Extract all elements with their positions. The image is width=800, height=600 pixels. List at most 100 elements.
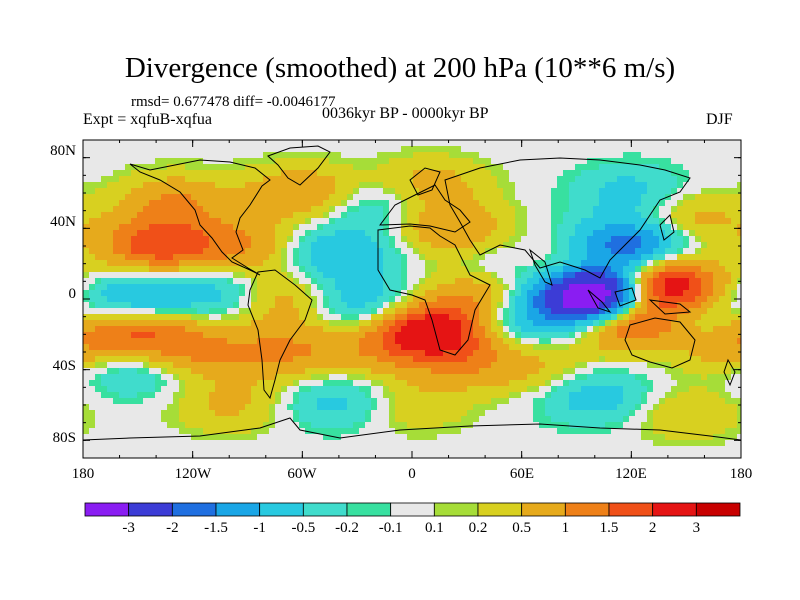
field-cell [383, 140, 390, 147]
field-cell [665, 152, 672, 159]
field-cell [365, 176, 372, 183]
field-cell [377, 236, 384, 243]
field-cell [641, 368, 648, 375]
field-cell [425, 152, 432, 159]
field-cell [143, 272, 150, 279]
field-cell [185, 152, 192, 159]
field-cell [365, 374, 372, 381]
field-cell [347, 308, 354, 315]
field-cell [485, 206, 492, 213]
field-cell [185, 320, 192, 327]
field-cell [407, 380, 414, 387]
field-cell [137, 188, 144, 195]
field-cell [263, 332, 270, 339]
field-cell [365, 266, 372, 273]
field-cell [311, 176, 318, 183]
field-cell [425, 140, 432, 147]
field-cell [227, 362, 234, 369]
field-cell [527, 368, 534, 375]
field-cell [179, 338, 186, 345]
field-cell [605, 200, 612, 207]
field-cell [89, 272, 96, 279]
field-cell [149, 146, 156, 153]
field-cell [671, 338, 678, 345]
field-cell [287, 374, 294, 381]
field-cell [383, 308, 390, 315]
field-cell [203, 386, 210, 393]
field-cell [203, 332, 210, 339]
field-cell [311, 140, 318, 147]
field-cell [599, 374, 606, 381]
field-cell [155, 164, 162, 171]
field-cell [107, 272, 114, 279]
field-cell [539, 242, 546, 249]
field-cell [545, 404, 552, 411]
field-cell [395, 218, 402, 225]
field-cell [287, 356, 294, 363]
field-cell [113, 398, 120, 405]
field-cell [377, 272, 384, 279]
field-cell [737, 356, 741, 363]
field-cell [335, 356, 342, 363]
field-cell [341, 260, 348, 267]
field-cell [365, 332, 372, 339]
field-cell [353, 398, 360, 405]
field-cell [731, 212, 738, 219]
field-cell [503, 326, 510, 333]
field-cell [167, 260, 174, 267]
field-cell [575, 326, 582, 333]
field-cell [293, 164, 300, 171]
field-cell [647, 338, 654, 345]
field-cell [389, 158, 396, 165]
field-cell [383, 362, 390, 369]
field-cell [527, 284, 534, 291]
field-cell [539, 170, 546, 177]
field-cell [191, 410, 198, 417]
field-cell [689, 308, 696, 315]
field-cell [623, 368, 630, 375]
field-cell [503, 176, 510, 183]
field-cell [89, 194, 96, 201]
field-cell [335, 194, 342, 201]
field-cell [737, 266, 741, 273]
field-cell [179, 368, 186, 375]
field-cell [227, 182, 234, 189]
field-cell [611, 362, 618, 369]
field-cell [641, 242, 648, 249]
field-cell [737, 404, 741, 411]
field-cell [257, 284, 264, 291]
field-cell [155, 350, 162, 357]
field-cell [431, 374, 438, 381]
field-cell [533, 356, 540, 363]
field-cell [707, 380, 714, 387]
field-cell [191, 188, 198, 195]
field-cell [167, 218, 174, 225]
field-cell [665, 164, 672, 171]
field-cell [245, 200, 252, 207]
field-cell [593, 212, 600, 219]
field-cell [719, 356, 726, 363]
field-cell [629, 260, 636, 267]
field-cell [119, 170, 126, 177]
field-cell [485, 152, 492, 159]
field-cell [719, 374, 726, 381]
field-cell [353, 200, 360, 207]
field-cell [107, 404, 114, 411]
field-cell [515, 392, 522, 399]
field-cell [419, 374, 426, 381]
field-cell [473, 326, 480, 333]
field-cell [629, 206, 636, 213]
field-cell [545, 374, 552, 381]
field-cell [713, 152, 720, 159]
field-cell [221, 404, 228, 411]
field-cell [137, 266, 144, 273]
field-cell [389, 248, 396, 255]
field-cell [623, 182, 630, 189]
field-cell [713, 236, 720, 243]
field-cell [683, 302, 690, 309]
field-cell [641, 374, 648, 381]
field-cell [329, 350, 336, 357]
field-cell [425, 164, 432, 171]
field-cell [185, 356, 192, 363]
field-cell [611, 272, 618, 279]
